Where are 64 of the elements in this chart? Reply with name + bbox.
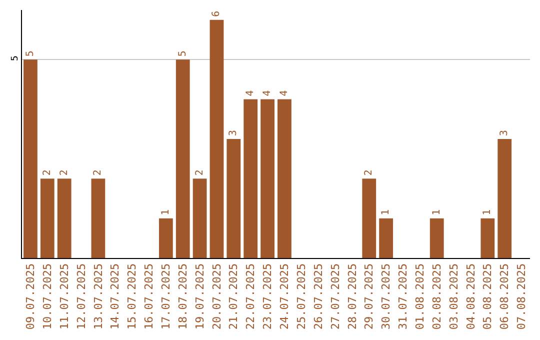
bar <box>57 178 72 258</box>
x-tick-label: 17.07.2025 <box>160 263 173 330</box>
x-tick-label: 23.07.2025 <box>261 263 274 330</box>
data-label: 2 <box>42 170 53 176</box>
x-tick-label: 20.07.2025 <box>210 263 224 330</box>
data-label: 1 <box>380 209 392 216</box>
data-label: 4 <box>278 90 290 96</box>
x-tick-label: 27.07.2025 <box>328 263 342 330</box>
bar <box>24 60 38 258</box>
x-tick-label: 25.07.2025 <box>294 263 308 330</box>
bar <box>480 218 495 258</box>
data-label: 2 <box>364 170 375 176</box>
x-tick-label: 31.07.2025 <box>396 263 410 330</box>
bar <box>362 178 376 258</box>
x-tick-label: 24.07.2025 <box>278 263 292 330</box>
x-tick-label: 15.07.2025 <box>126 263 139 330</box>
x-tick-label: 22.07.2025 <box>244 263 258 330</box>
bar <box>40 178 54 258</box>
x-tick-label: 12.07.2025 <box>74 263 88 330</box>
x-tick-label: 01.08.2025 <box>414 263 427 330</box>
x-tick-label: 21.07.2025 <box>227 263 240 330</box>
data-label: 4 <box>245 90 256 96</box>
data-label: 2 <box>194 170 206 176</box>
x-tick-label: 29.07.2025 <box>362 263 376 330</box>
data-label: 6 <box>211 10 222 17</box>
bar <box>244 99 258 258</box>
data-label: 1 <box>431 209 442 216</box>
x-tick-label: 28.07.2025 <box>346 263 359 330</box>
bar <box>498 138 512 258</box>
bar <box>379 218 394 258</box>
bar <box>430 218 444 258</box>
x-tick-label: 02.08.2025 <box>430 263 444 330</box>
x-tick-label: 30.07.2025 <box>380 263 393 330</box>
x-tick-label: 07.08.2025 <box>515 263 528 330</box>
data-label: 1 <box>482 209 494 216</box>
data-label: 2 <box>92 170 104 176</box>
x-tick-label: 18.07.2025 <box>176 263 190 330</box>
x-tick-label: 26.07.2025 <box>312 263 325 330</box>
data-label: 3 <box>228 130 240 136</box>
x-tick-label: 16.07.2025 <box>142 263 156 330</box>
bar <box>260 99 274 258</box>
data-label: 5 <box>177 50 188 57</box>
bar <box>210 20 224 258</box>
x-tick-label: 13.07.2025 <box>92 263 105 330</box>
x-tick-label: 06.08.2025 <box>498 263 512 330</box>
x-tick-label: 10.07.2025 <box>40 263 54 330</box>
bar <box>226 138 241 258</box>
data-label: 1 <box>160 209 172 216</box>
data-label: 2 <box>58 170 70 176</box>
x-tick-label: 04.08.2025 <box>464 263 478 330</box>
x-tick-label: 05.08.2025 <box>481 263 494 330</box>
x-tick-label: 19.07.2025 <box>193 263 206 330</box>
bar <box>278 99 292 258</box>
data-label: 5 <box>24 50 36 57</box>
x-tick-label: 14.07.2025 <box>108 263 122 330</box>
x-tick-label: 09.07.2025 <box>24 263 38 330</box>
x-tick-label: 03.08.2025 <box>447 263 460 330</box>
bar <box>176 60 190 258</box>
data-label: 4 <box>262 90 274 96</box>
data-label: 3 <box>499 130 510 136</box>
bar <box>158 218 173 258</box>
bar <box>91 178 106 258</box>
bar <box>192 178 207 258</box>
x-tick-label: 11.07.2025 <box>58 263 71 330</box>
